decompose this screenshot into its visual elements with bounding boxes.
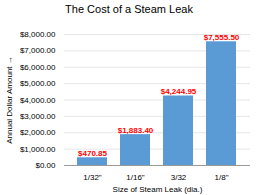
svg-text:1/32": 1/32" [83,173,102,182]
svg-text:$1,000.00: $1,000.00 [20,145,56,154]
svg-text:Annual Dollar Amount →: Annual Dollar Amount → [5,56,14,144]
svg-text:$470.85: $470.85 [78,149,107,158]
svg-text:$5,000.00: $5,000.00 [20,79,56,88]
svg-text:$0.00: $0.00 [35,161,56,170]
svg-text:1/16": 1/16" [126,173,145,182]
svg-text:$7,555.50: $7,555.50 [204,33,240,42]
svg-text:$7,000.00: $7,000.00 [20,46,56,55]
svg-text:$3,000.00: $3,000.00 [20,112,56,121]
svg-text:$1,883.40: $1,883.40 [118,126,154,135]
svg-text:$6,000.00: $6,000.00 [20,63,56,72]
svg-text:1/8": 1/8" [215,173,229,182]
svg-text:$8,000.00: $8,000.00 [20,30,56,39]
html-text:The Cost of a Steam Leak: The Cost of a Steam Leak [65,3,193,15]
svg-text:3/32: 3/32 [171,173,187,182]
svg-text:Size of Steam Leak (dia.): Size of Steam Leak (dia.) [113,185,203,194]
svg-text:$4,000.00: $4,000.00 [20,96,56,105]
svg-text:$2,000.00: $2,000.00 [20,128,56,137]
svg-text:$4,244.95: $4,244.95 [161,87,197,96]
